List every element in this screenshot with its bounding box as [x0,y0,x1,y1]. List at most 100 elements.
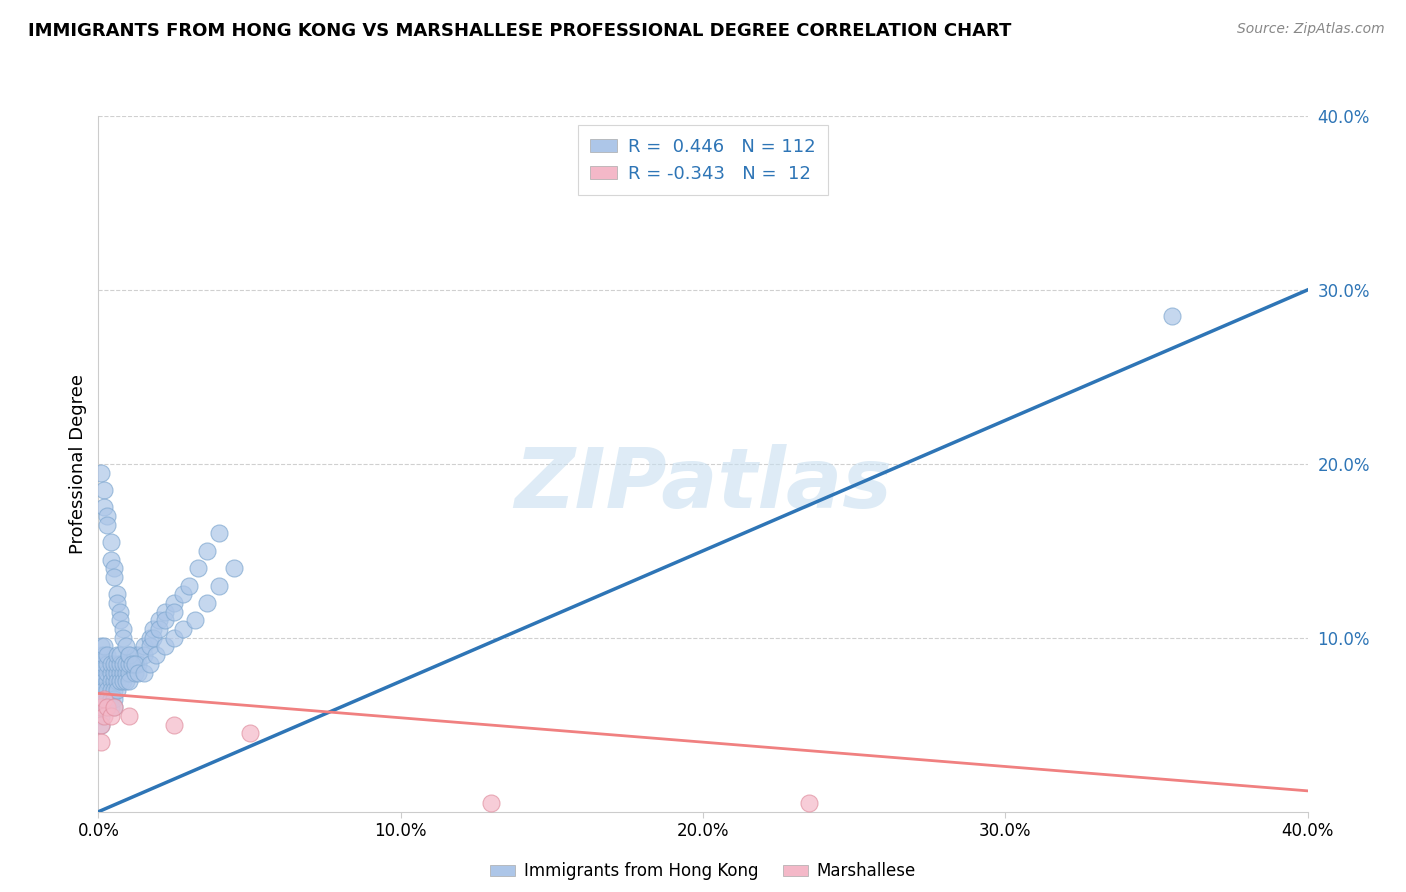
Point [195,543,218,558]
Point [124,657,146,671]
Point [153,614,176,628]
Point [132,640,155,654]
Point [118,648,141,662]
Point [96,657,118,671]
Point [481,796,503,810]
Point [163,631,186,645]
Point [163,605,186,619]
Point [195,596,218,610]
Point [239,726,262,740]
Point [90,700,112,714]
Point [127,648,149,662]
Point [100,535,122,549]
Point [93,657,115,671]
Point [103,561,125,575]
Point [797,796,820,810]
Point [93,500,115,515]
Point [90,657,112,671]
Point [90,700,112,714]
Point [163,596,186,610]
Point [127,665,149,680]
Point [96,683,118,698]
Point [224,561,246,575]
Point [96,700,118,714]
Point [103,657,125,671]
Point [148,614,170,628]
Point [139,640,162,654]
Point [179,578,201,592]
Point [118,657,141,671]
Point [103,700,125,714]
Point [118,665,141,680]
Point [124,657,146,671]
Point [114,674,136,689]
Point [96,517,118,532]
Point [93,674,115,689]
Point [90,640,112,654]
Point [103,700,125,714]
Point [96,508,118,523]
Point [142,631,165,645]
Point [93,683,115,698]
Point [132,665,155,680]
Point [114,657,136,671]
Point [100,674,122,689]
Point [108,614,131,628]
Point [105,587,128,601]
Point [108,648,131,662]
Point [93,709,115,723]
Point [118,648,141,662]
Point [153,605,176,619]
Point [100,657,122,671]
Point [90,709,112,723]
Point [100,683,122,698]
Point [105,665,128,680]
Point [100,665,122,680]
Point [111,622,134,636]
Point [105,657,128,671]
Point [90,717,112,731]
Point [145,648,167,662]
Point [96,648,118,662]
Y-axis label: Professional Degree: Professional Degree [69,374,87,554]
Point [100,709,122,723]
Point [90,648,112,662]
Point [103,683,125,698]
Point [90,466,112,480]
Point [184,614,207,628]
Point [139,657,162,671]
Point [103,665,125,680]
Point [93,691,115,706]
Point [111,657,134,671]
Point [139,631,162,645]
Point [124,648,146,662]
Point [208,578,231,592]
Point [111,665,134,680]
Point [111,674,134,689]
Point [90,665,112,680]
Point [108,657,131,671]
Point [111,631,134,645]
Point [163,717,186,731]
Point [142,622,165,636]
Point [93,691,115,706]
Point [105,648,128,662]
Point [93,640,115,654]
Point [118,674,141,689]
Point [90,691,112,706]
Point [108,605,131,619]
Point [93,700,115,714]
Legend: Immigrants from Hong Kong, Marshallese: Immigrants from Hong Kong, Marshallese [484,855,922,887]
Point [100,700,122,714]
Point [153,640,176,654]
Point [90,674,112,689]
Point [172,587,194,601]
Point [100,691,122,706]
Point [114,665,136,680]
Point [90,717,112,731]
Point [96,665,118,680]
Point [124,665,146,680]
Point [103,691,125,706]
Point [105,683,128,698]
Point [90,683,112,698]
